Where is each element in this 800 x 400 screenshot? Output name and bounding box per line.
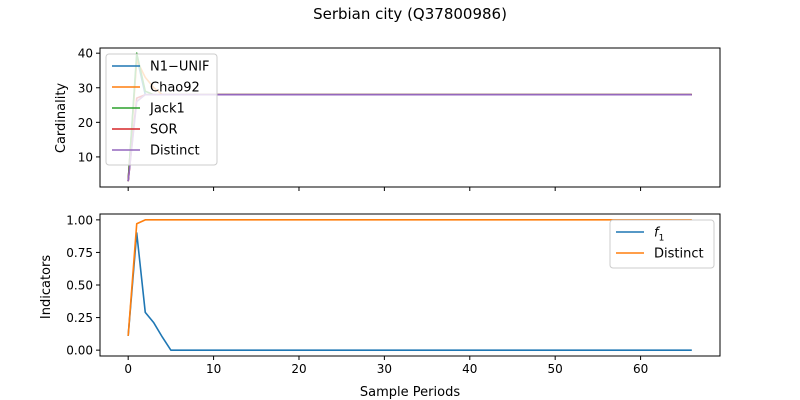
top-y-axis-label: Cardinality (54, 83, 69, 154)
top-y-tick-label: 20 (78, 116, 93, 130)
bottom-x-tick-label: 20 (291, 362, 306, 376)
bottom-x-tick-label: 0 (124, 362, 132, 376)
bottom-x-tick-label: 50 (548, 362, 563, 376)
top-y-tick-label: 10 (78, 150, 93, 164)
bottom-legend-label: Distinct (654, 247, 704, 262)
bottom-y-tick-label: 0.50 (66, 279, 93, 293)
top-axes-frame (99, 47, 721, 188)
top-legend-label: Chao92 (150, 81, 200, 96)
bottom-y-tick-label: 0.25 (66, 311, 93, 325)
bottom-y-tick-label: 1.00 (66, 213, 93, 227)
bottom-y-tick-label: 0.00 (66, 344, 93, 358)
x-axis-label: Sample Periods (360, 385, 460, 400)
top-y-ticks: 10 20 30 40 (78, 47, 100, 164)
bottom-x-ticks: 0 10 20 30 40 50 60 (124, 356, 648, 376)
bottom-x-tick-label: 60 (633, 362, 648, 376)
chart-title: Serbian city (Q37800986) (313, 5, 507, 23)
bottom-y-tick-label: 0.75 (66, 246, 93, 260)
bottom-legend-label: f1 (654, 226, 664, 244)
bottom-series-line-distinctindicator (127, 219, 692, 336)
bottom-x-tick-label: 30 (377, 362, 392, 376)
top-panel: 10 20 30 40 Cardinality N1−UNIF Chao92 Jack1 S… (54, 47, 721, 191)
top-legend-label: N1−UNIF (150, 60, 209, 75)
bottom-x-tick-label: 40 (462, 362, 477, 376)
top-legend-label: Distinct (150, 144, 200, 159)
top-legend-label: SOR (150, 123, 178, 138)
bottom-y-axis-label: Indicators (39, 255, 54, 319)
bottom-x-tick-label: 10 (206, 362, 221, 376)
top-y-tick-label: 40 (78, 47, 93, 61)
bottom-legend: f1 Distinct (609, 219, 715, 269)
bottom-y-ticks: 0.00 0.25 0.50 0.75 1.00 (66, 213, 100, 358)
bottom-panel: 0 10 20 30 40 50 60 0.00 0.25 0.50 0.75 1.00 Indic… (39, 213, 721, 400)
top-legend: N1−UNIF Chao92 Jack1 SOR Distinct (105, 53, 218, 166)
bottom-series-line-f1 (127, 232, 692, 351)
top-legend-box (105, 53, 218, 166)
top-x-ticks (127, 187, 642, 191)
top-legend-label: Jack1 (149, 102, 185, 117)
top-y-tick-label: 30 (78, 81, 93, 95)
bottom-plot-area (127, 219, 692, 351)
